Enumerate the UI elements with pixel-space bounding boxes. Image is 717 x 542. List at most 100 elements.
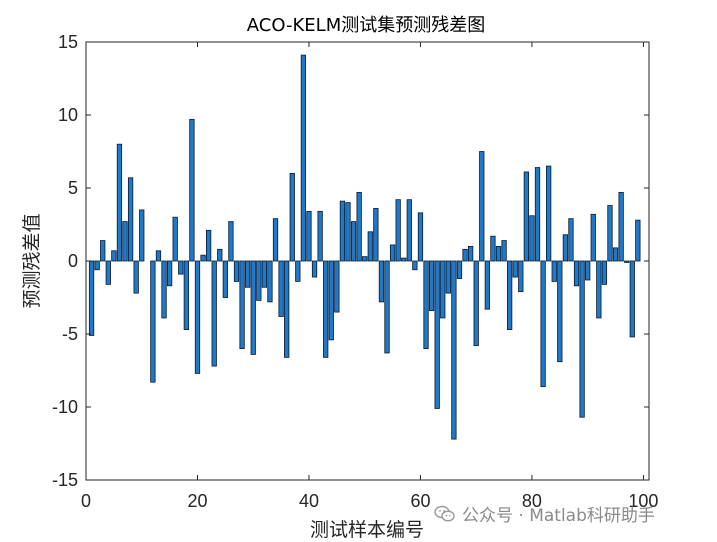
bar [88,260,95,336]
bar [490,235,496,262]
bar [629,260,635,338]
bar [323,260,329,358]
bar [155,250,162,262]
bar [189,118,195,262]
bar [585,260,591,281]
bar [122,221,128,262]
bar [590,213,596,262]
bar [228,221,234,262]
bar [317,210,323,262]
bar [339,200,346,262]
bar [607,205,613,262]
bar [111,250,117,262]
bar [507,260,513,331]
bar [534,167,541,262]
x-axis-label: 测试样本编号 [310,519,424,541]
bar [233,260,240,282]
bar [133,260,139,294]
bar [406,199,412,262]
bar [200,254,206,262]
bar [451,260,457,440]
bar [551,260,557,282]
bar [250,260,256,355]
bar [612,247,619,262]
bar [172,216,178,262]
bar [428,260,435,312]
bar [568,218,574,262]
bar [127,177,134,262]
bar [345,202,351,262]
bar [440,260,446,319]
bar [495,245,502,262]
bar [161,260,167,319]
bar [295,260,301,282]
y-axis-label: 预测残差值 [21,213,43,308]
watermark-text: 公众号 · Matlab科研助手 [462,506,655,526]
bar [484,260,490,310]
bar [378,260,385,303]
bar [618,191,624,262]
bar [267,260,273,303]
bar [211,260,217,367]
bar [479,151,485,262]
bar [562,234,569,262]
x-tick-label: 20 [187,491,207,511]
bar [412,260,418,271]
x-tick-label: 100 [628,491,658,511]
bar [222,260,228,298]
bar [546,165,552,262]
bar [573,260,580,287]
bar [384,260,390,354]
bar [523,171,530,262]
bar [334,260,340,313]
bar [467,245,474,262]
bar [540,260,546,387]
bar [284,260,290,358]
bar [362,256,368,262]
x-tick-label: 80 [522,491,542,511]
bar [105,260,111,285]
bar [150,260,156,383]
bar [289,172,295,262]
bar [529,215,535,262]
x-axis: 0 20 40 60 80 100 [81,42,658,511]
bar [178,260,184,275]
bar [278,260,284,317]
bar [350,221,357,262]
bar [635,219,641,262]
bar [462,248,468,262]
bar [512,260,518,278]
wechat-icon [434,505,455,522]
bar [139,209,145,262]
bar [389,244,396,262]
y-tick-label: -10 [52,397,78,417]
bar [194,260,201,374]
bar [501,240,507,262]
bar [300,54,307,262]
bar [557,260,563,363]
bar [395,199,401,262]
y-axis: -15 -10 -5 0 5 10 15 [52,32,649,490]
bar [445,260,451,294]
bar [601,260,608,285]
bar [256,260,262,301]
bar [518,260,524,293]
bar [356,191,362,262]
bar [596,260,602,319]
bar [272,218,279,262]
bar [434,260,440,409]
bar [245,260,251,288]
bar [473,260,479,347]
y-tick-label: 5 [68,178,78,198]
bar [217,248,223,262]
bar [624,260,630,263]
x-tick-label: 0 [81,491,91,511]
y-tick-label: 0 [68,251,78,271]
bar [456,260,463,279]
y-tick-label: 15 [58,32,78,52]
bars-group [88,54,641,440]
x-tick-label: 40 [299,491,319,511]
bar [94,260,100,271]
bar [205,229,212,262]
bar [261,260,268,288]
